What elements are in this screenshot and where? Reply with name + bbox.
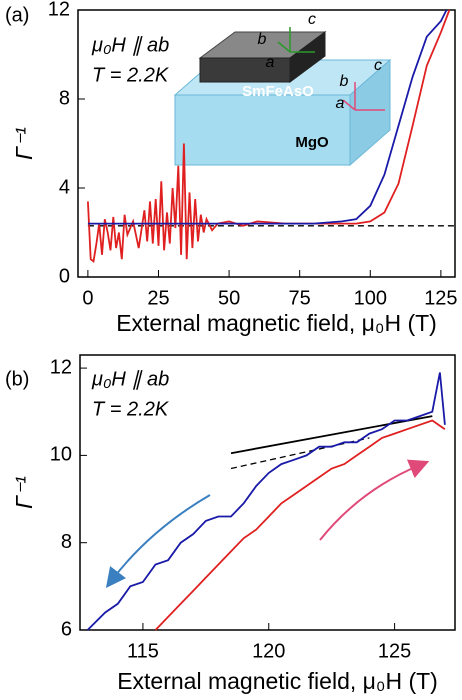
inset-label: a xyxy=(266,54,275,71)
arrow-down xyxy=(105,494,211,588)
annotation: μ₀H ∥ ab xyxy=(91,368,169,390)
plot-frame xyxy=(79,354,456,631)
y-tick-label: 8 xyxy=(61,531,72,553)
x-tick-label: 125 xyxy=(424,287,457,309)
inset-label: SmFeAsO xyxy=(242,83,314,100)
x-axis-label: External magnetic field, μ₀H (T) xyxy=(116,310,437,336)
x-tick-label: 100 xyxy=(354,287,387,309)
y-tick-label: 6 xyxy=(61,618,72,640)
data-line xyxy=(230,415,433,455)
y-axis-label: Γ⁻¹ xyxy=(11,476,37,509)
inset-label: b xyxy=(340,73,349,90)
inset-label: MgO xyxy=(295,134,329,151)
x-tick-label: 75 xyxy=(289,287,311,309)
x-tick-label: 115 xyxy=(127,640,159,662)
plot-frame xyxy=(77,9,456,278)
data-line xyxy=(86,372,446,631)
arrow-up xyxy=(319,459,430,541)
annotation: (a) xyxy=(5,4,29,26)
data-line xyxy=(230,437,370,470)
y-tick-label: 10 xyxy=(50,444,72,466)
annotation: (b) xyxy=(5,368,29,390)
annotation: T = 2.2K xyxy=(92,64,170,86)
x-tick-label: 25 xyxy=(147,287,169,309)
x-tick-label: 0 xyxy=(82,287,93,309)
y-axis-label: Γ⁻¹ xyxy=(11,127,37,160)
annotation: μ₀H ∥ ab xyxy=(91,34,169,56)
inset-label: c xyxy=(308,11,316,28)
annotation: T = 2.2K xyxy=(92,398,170,420)
inset-label: c xyxy=(374,57,382,74)
data-line xyxy=(87,9,448,225)
y-tick-label: 0 xyxy=(59,265,70,287)
y-tick-label: 12 xyxy=(48,0,70,20)
data-line xyxy=(154,419,446,631)
inset-label: a xyxy=(336,95,345,112)
x-tick-label: 125 xyxy=(378,640,411,662)
inset-label: b xyxy=(258,31,267,48)
y-tick-label: 8 xyxy=(59,87,70,109)
x-tick-label: 120 xyxy=(252,640,285,662)
y-tick-label: 12 xyxy=(50,356,72,378)
y-tick-label: 4 xyxy=(59,176,70,198)
x-tick-label: 50 xyxy=(218,287,240,309)
x-axis-label: External magnetic field, μ₀H (T) xyxy=(117,668,438,694)
inset-diagram xyxy=(173,27,392,167)
